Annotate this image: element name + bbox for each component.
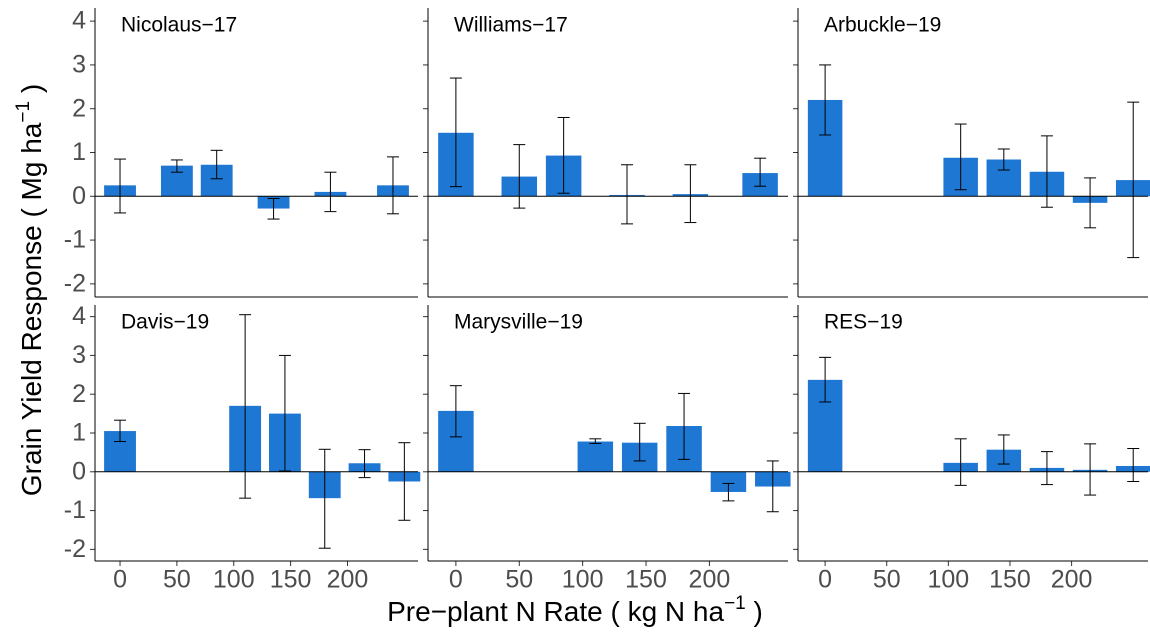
bar — [577, 441, 614, 472]
error-bar — [114, 419, 127, 443]
error-bar — [684, 164, 697, 224]
y-title-sup: −1 — [13, 101, 34, 123]
error-bar — [589, 438, 602, 444]
error-bar — [267, 197, 280, 220]
y-tick-label: 2 — [72, 94, 86, 122]
error-bar — [278, 354, 291, 472]
panel-title: Williams−17 — [454, 14, 568, 37]
x-tick-label: 150 — [270, 566, 312, 594]
y-tick-label: 3 — [72, 341, 86, 369]
x-tick-label: 200 — [327, 566, 369, 594]
error-bar — [954, 438, 967, 486]
y-tick-label: 2 — [72, 380, 86, 408]
x-tick-label: 100 — [927, 566, 969, 594]
y-tick-label: -1 — [64, 226, 86, 254]
error-bar — [819, 64, 832, 136]
x-title-sup: −1 — [724, 593, 746, 614]
error-bar — [954, 123, 967, 191]
error-bar — [318, 448, 331, 549]
y-tick-label: 1 — [72, 138, 86, 166]
panel-title: Davis−19 — [121, 311, 209, 334]
error-bar — [210, 149, 223, 180]
x-tick-label: 100 — [562, 566, 604, 594]
error-bar — [398, 442, 411, 521]
error-bar — [170, 159, 183, 173]
y-tick-label: 4 — [72, 302, 86, 330]
x-tick-label: 150 — [989, 566, 1031, 594]
error-bar — [386, 156, 399, 215]
error-bar — [1127, 101, 1140, 259]
error-bar — [449, 77, 462, 188]
error-bar — [819, 356, 832, 403]
x-tick-label: 100 — [213, 566, 255, 594]
y-axis-title: Grain Yield Response ( Mg ha−1 ) — [13, 84, 47, 496]
panel-title: RES−19 — [824, 311, 903, 334]
error-bar — [557, 116, 570, 194]
panel-title: Marysville−19 — [454, 311, 583, 334]
error-bar — [722, 482, 735, 502]
error-bar — [997, 434, 1010, 465]
x-tick-label: 0 — [449, 566, 463, 594]
x-axis-title: Pre−plant N Rate ( kg N ha−1 ) — [387, 593, 763, 627]
y-tick-label: 0 — [72, 182, 86, 210]
error-bar — [1040, 451, 1053, 486]
x-title-end: ) — [746, 596, 763, 627]
error-bar — [449, 385, 462, 438]
y-tick-label: -2 — [64, 269, 86, 297]
y-tick-label: 4 — [72, 7, 86, 35]
x-tick-label: 50 — [873, 566, 901, 594]
error-bar — [324, 171, 337, 213]
error-bar — [1127, 448, 1140, 482]
panel-title: Nicolaus−17 — [121, 14, 237, 37]
y-tick-label: -1 — [64, 496, 86, 524]
x-title-text: Pre−plant N Rate ( kg N ha — [387, 596, 724, 627]
error-bar — [997, 148, 1010, 171]
y-tick-label: -2 — [64, 535, 86, 563]
x-tick-label: 150 — [625, 566, 667, 594]
y-title-text: Grain Yield Response ( Mg ha — [16, 122, 47, 496]
y-tick-label: 1 — [72, 419, 86, 447]
bar — [710, 471, 747, 492]
x-tick-label: 0 — [113, 566, 127, 594]
y-tick-label: 0 — [72, 457, 86, 485]
panel-title: Arbuckle−19 — [824, 14, 941, 37]
error-bar — [114, 158, 127, 214]
x-tick-label: 50 — [163, 566, 191, 594]
x-tick-label: 0 — [818, 566, 832, 594]
error-bar — [766, 460, 779, 513]
error-bar — [1084, 177, 1097, 229]
error-bar — [513, 144, 526, 209]
error-bar — [621, 164, 634, 225]
error-bar — [633, 422, 646, 462]
x-tick-label: 50 — [505, 566, 533, 594]
y-title-end: ) — [16, 84, 47, 101]
x-tick-label: 200 — [689, 566, 731, 594]
error-bar — [358, 449, 371, 479]
error-bar — [1084, 443, 1097, 496]
x-tick-label: 200 — [1051, 566, 1093, 594]
error-bar — [678, 392, 691, 460]
error-bar — [239, 314, 252, 499]
error-bar — [1040, 135, 1053, 208]
y-tick-label: 3 — [72, 51, 86, 79]
error-bar — [754, 157, 767, 187]
